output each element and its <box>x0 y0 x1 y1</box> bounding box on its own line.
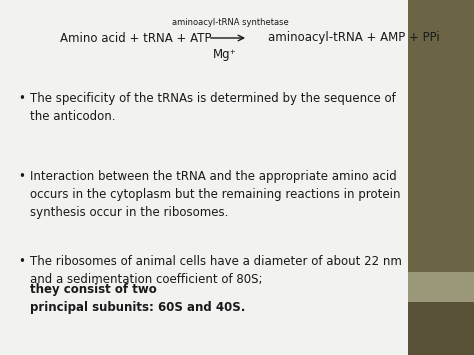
Text: The specificity of the tRNAs is determined by the sequence of
the anticodon.: The specificity of the tRNAs is determin… <box>30 92 396 123</box>
Text: Amino acid + tRNA + ATP: Amino acid + tRNA + ATP <box>60 32 211 44</box>
Text: Interaction between the tRNA and the appropriate amino acid
occurs in the cytopl: Interaction between the tRNA and the app… <box>30 170 401 219</box>
Text: aminoacyl-tRNA + AMP + PPi: aminoacyl-tRNA + AMP + PPi <box>268 32 440 44</box>
Bar <box>408 0 474 272</box>
Text: The ribosomes of animal cells have a diameter of about 22 nm
and a sedimentation: The ribosomes of animal cells have a dia… <box>30 255 402 286</box>
Bar <box>0 0 408 355</box>
Bar <box>408 302 474 355</box>
Text: aminoacyl-tRNA synthetase: aminoacyl-tRNA synthetase <box>172 18 288 27</box>
Bar <box>408 272 474 302</box>
Text: Mg⁺: Mg⁺ <box>213 48 237 61</box>
Text: •: • <box>18 255 25 268</box>
Text: •: • <box>18 92 25 105</box>
Text: they consist of two
principal subunits: 60S and 40S.: they consist of two principal subunits: … <box>30 283 246 314</box>
Text: •: • <box>18 170 25 183</box>
